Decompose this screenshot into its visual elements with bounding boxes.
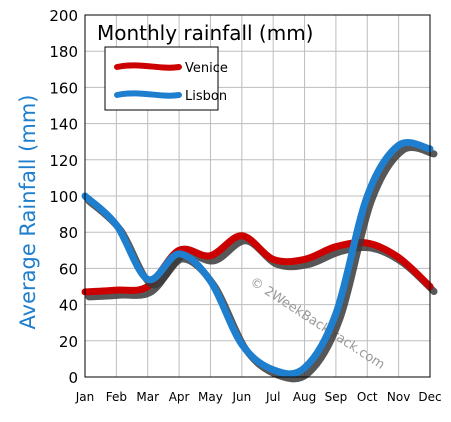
x-tick-label: May xyxy=(198,390,223,404)
x-tick-label: Sep xyxy=(325,390,348,404)
y-tick-label: 120 xyxy=(49,152,78,170)
x-tick-label: Oct xyxy=(357,390,378,404)
x-tick-label: Nov xyxy=(387,390,410,404)
x-tick-label: Dec xyxy=(418,390,441,404)
x-tick-label: Feb xyxy=(106,390,127,404)
series-line-lisbon xyxy=(81,138,434,378)
y-axis-label: Average Rainfall (mm) xyxy=(16,95,40,330)
legend-swatch-venice xyxy=(114,62,182,71)
legend-box xyxy=(104,46,219,111)
y-tick-label: 80 xyxy=(59,224,78,242)
plot-frame xyxy=(84,14,431,378)
y-tick-label: 0 xyxy=(68,369,78,387)
y-tick-label: 40 xyxy=(59,297,78,315)
y-tick-label: 60 xyxy=(59,260,78,278)
x-tick-label: Jun xyxy=(231,390,251,404)
legend-label-venice: Venice xyxy=(185,61,228,76)
x-tick-labels: Jan Feb Mar Apr May Jun Jul Aug Sep Oct Nov Dec xyxy=(75,390,442,404)
y-tick-label: 100 xyxy=(49,188,78,206)
series-line-venice xyxy=(81,232,434,296)
x-tick-label: Mar xyxy=(136,390,159,404)
x-tick-label: Jan xyxy=(75,390,95,404)
y-tick-label: 200 xyxy=(49,7,78,25)
legend: Venice Lisbon xyxy=(104,46,228,111)
y-tick-label: 180 xyxy=(49,43,78,61)
x-tick-label: Aug xyxy=(293,390,316,404)
legend-label-lisbon: Lisbon xyxy=(185,89,227,104)
y-tick-label: 20 xyxy=(59,333,78,351)
chart-title: Monthly rainfall (mm) xyxy=(97,21,313,45)
series-layer xyxy=(81,138,438,383)
y-tick-labels: 0 20 40 60 80 100 120 140 160 180 200 xyxy=(49,7,78,387)
x-tick-label: Apr xyxy=(169,390,190,404)
x-tick-label: Jul xyxy=(265,390,280,404)
legend-swatch-lisbon xyxy=(114,90,182,99)
y-tick-label: 160 xyxy=(49,79,78,97)
y-tick-label: 140 xyxy=(49,116,78,134)
